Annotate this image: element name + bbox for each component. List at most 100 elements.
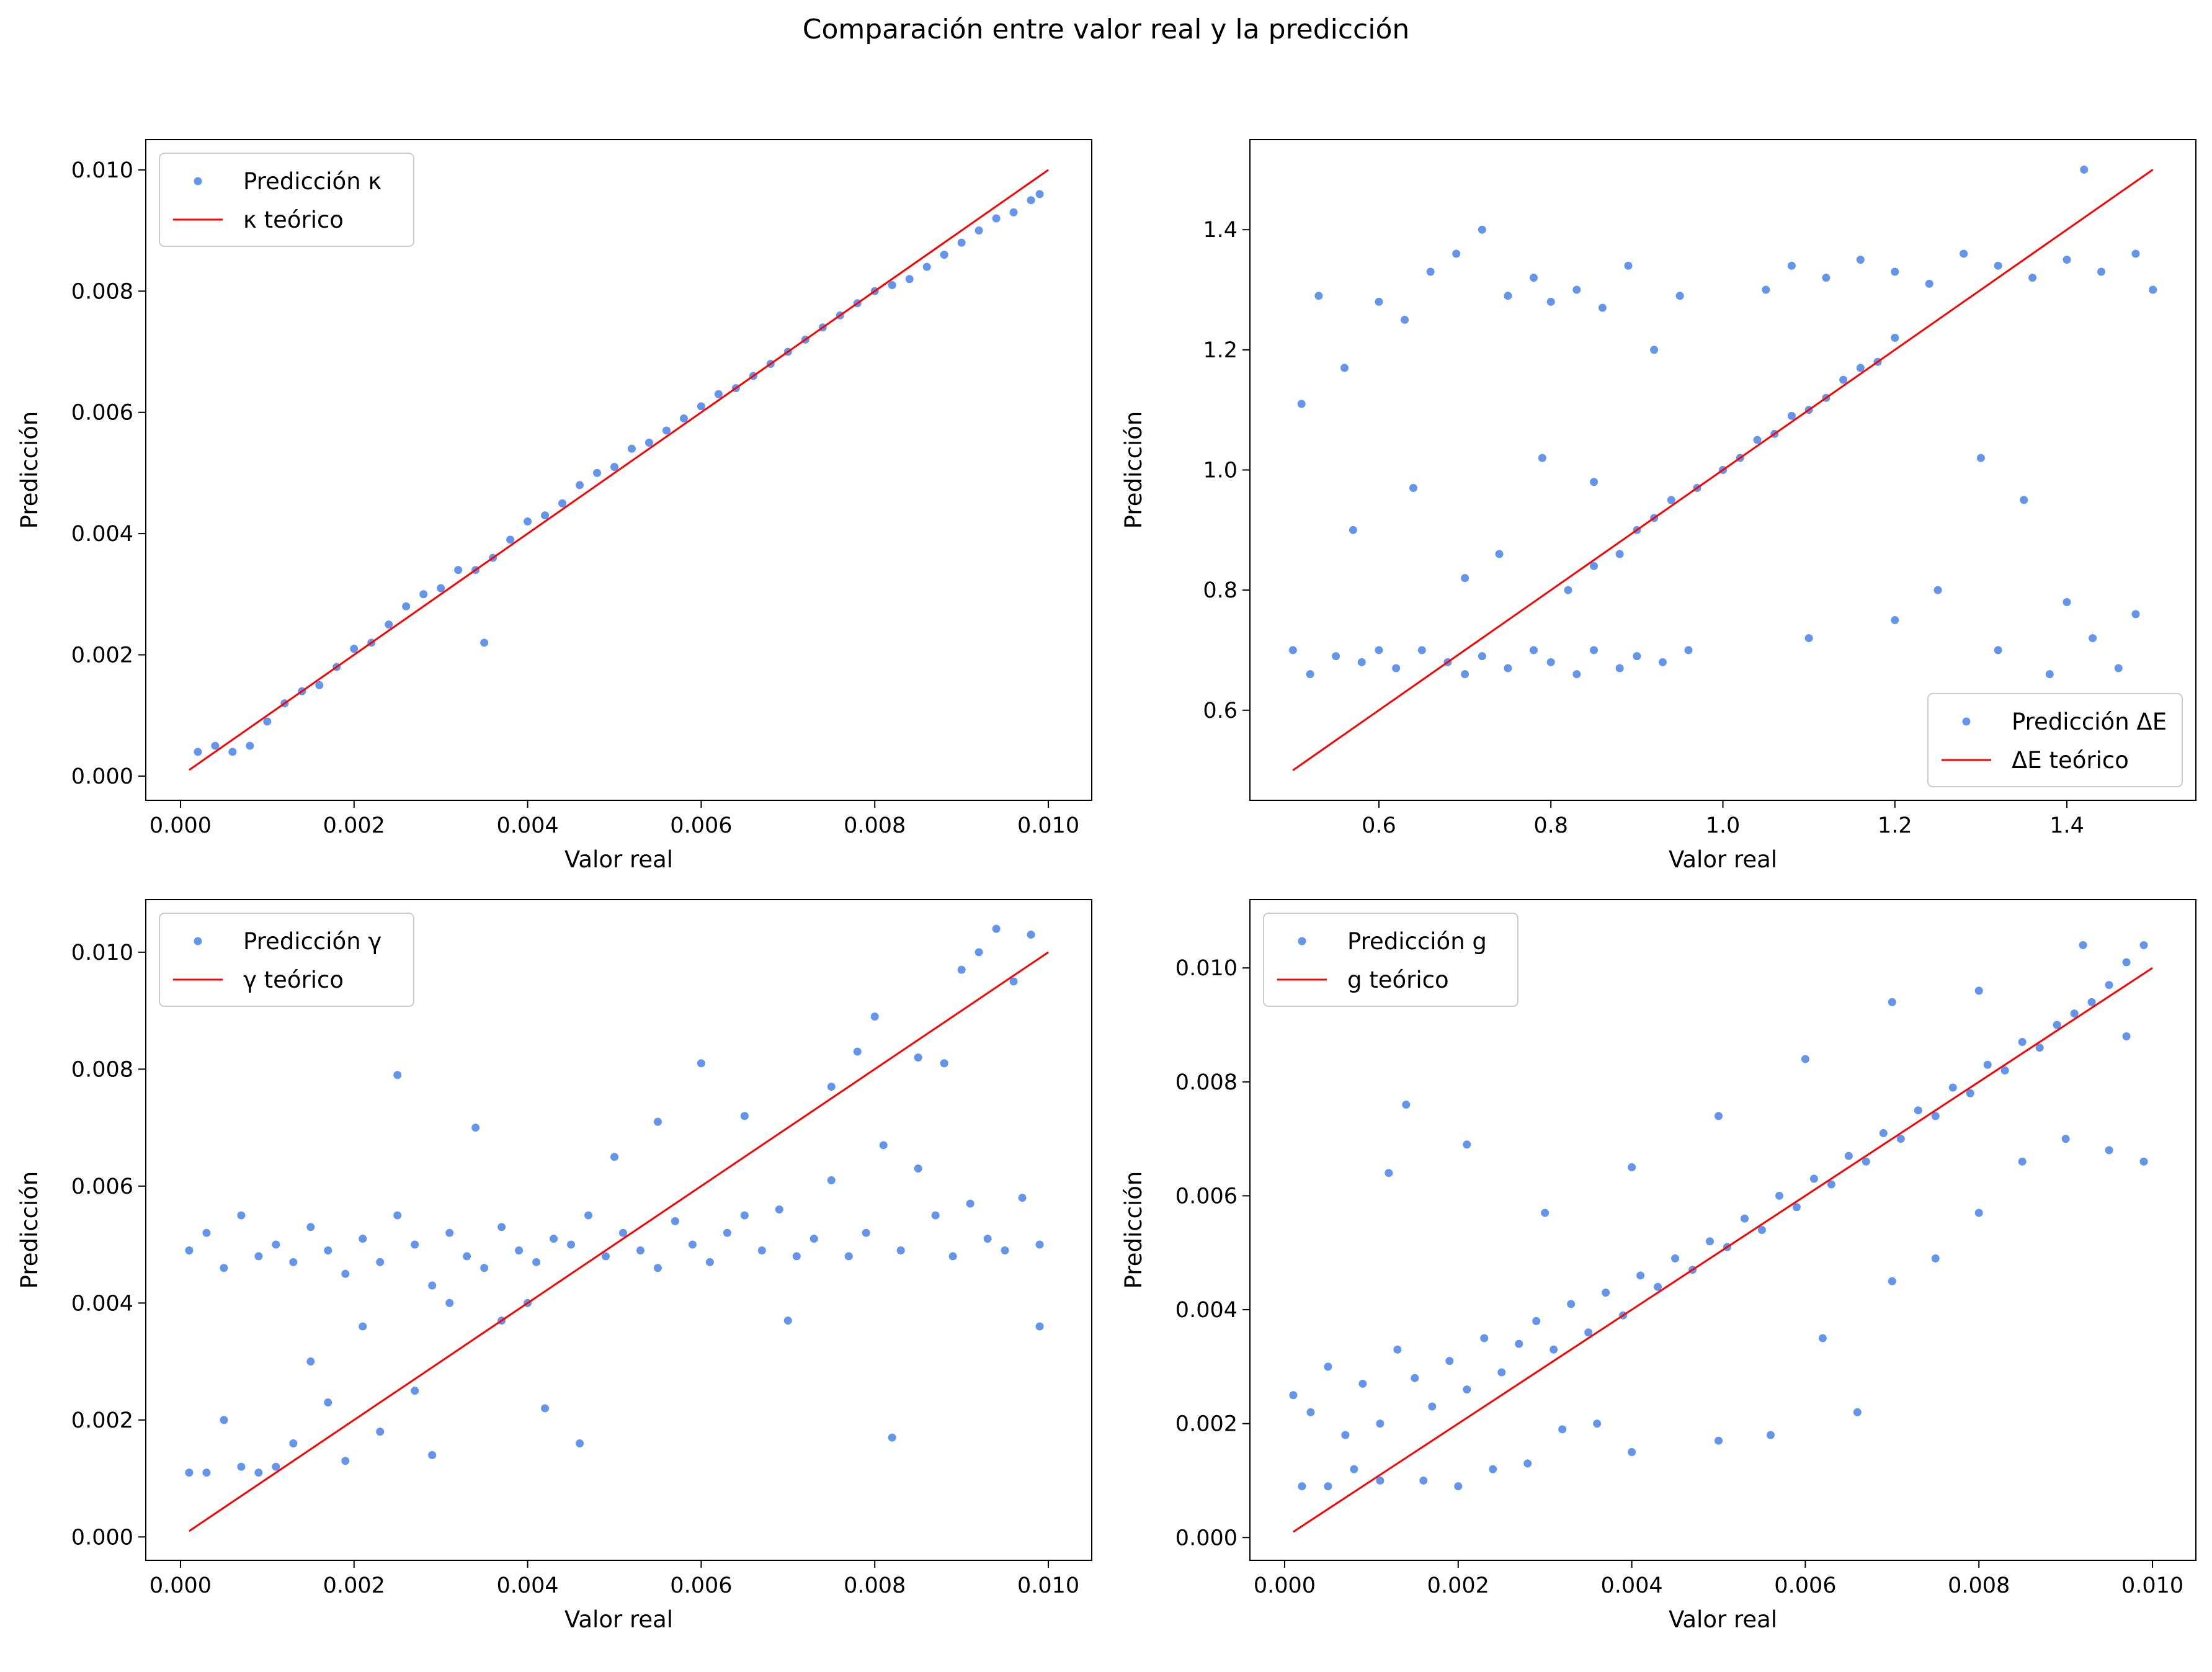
data-point (957, 238, 966, 247)
data-point (1822, 274, 1831, 282)
data-point (2018, 1038, 2027, 1047)
data-point (2061, 1135, 2070, 1143)
y-tick-label: 0.000 (1175, 1526, 1238, 1550)
y-tick-label: 0.004 (71, 522, 133, 547)
data-point (254, 1252, 263, 1261)
data-point (272, 1240, 280, 1249)
data-point (1615, 550, 1624, 558)
data-point (2028, 274, 2037, 282)
data-point (428, 1451, 437, 1459)
data-point (1314, 292, 1323, 300)
data-point (541, 1404, 550, 1413)
data-point (2020, 496, 2028, 504)
data-point (411, 1240, 419, 1249)
data-point (1994, 646, 2002, 655)
y-tick-label: 0.006 (1175, 1184, 1238, 1209)
data-point (1478, 225, 1486, 234)
data-point (1035, 190, 1044, 199)
data-point (1550, 1345, 1558, 1354)
y-tick-label: 0.002 (1175, 1412, 1238, 1437)
data-point (1633, 652, 1641, 661)
data-point (1298, 1482, 1306, 1491)
legend-box (159, 913, 414, 1007)
data-point (1628, 1163, 1636, 1172)
data-point (1035, 1322, 1044, 1331)
x-tick-label: 0.6 (1362, 813, 1396, 838)
data-point (1461, 574, 1469, 583)
data-point (1546, 297, 1555, 306)
x-tick-label: 0.006 (670, 813, 732, 838)
data-point (948, 1252, 957, 1261)
data-point (1853, 1408, 1862, 1416)
data-point (254, 1469, 263, 1477)
data-point (1297, 400, 1306, 408)
data-point (1974, 1209, 1983, 1217)
data-point (1650, 346, 1659, 354)
y-axis-label: Predicción (1120, 411, 1147, 529)
data-point (246, 741, 254, 750)
data-point (1590, 561, 1599, 570)
data-point (1375, 646, 1383, 655)
data-point (437, 584, 445, 592)
data-point (602, 1252, 610, 1261)
data-point (1753, 436, 1762, 444)
data-point (1523, 1459, 1532, 1468)
data-point (497, 1223, 506, 1232)
data-point (1376, 1476, 1385, 1485)
data-point (1862, 1157, 1870, 1166)
data-point (2070, 1009, 2079, 1018)
data-point (1558, 1425, 1567, 1434)
data-point (1931, 1254, 1940, 1263)
data-point (992, 924, 1001, 933)
data-point (541, 511, 550, 520)
data-point (532, 1258, 541, 1266)
data-point (550, 1235, 558, 1243)
data-point (1757, 1226, 1766, 1234)
y-tick-label: 0.010 (71, 158, 133, 183)
data-point (1306, 670, 1314, 679)
data-point (2063, 598, 2071, 606)
x-tick-label: 0.010 (1017, 813, 1079, 838)
data-point (783, 1317, 792, 1325)
data-point (1667, 496, 1675, 504)
y-tick-label: 0.008 (71, 1057, 133, 1082)
data-point (1504, 292, 1512, 300)
x-tick-label: 0.004 (496, 1573, 558, 1598)
y-tick-label: 1.4 (1203, 218, 1238, 243)
data-point (992, 214, 1001, 223)
y-tick-label: 0.004 (71, 1291, 133, 1316)
data-point (1530, 646, 1538, 655)
data-point (350, 645, 359, 653)
data-point (228, 748, 237, 756)
theory-line (1293, 967, 2153, 1533)
data-point (1976, 454, 1985, 462)
data-point (1914, 1106, 1922, 1115)
data-point (463, 1252, 471, 1261)
legend-box (1927, 693, 2183, 787)
data-point (1787, 411, 1796, 420)
data-point (914, 1053, 922, 1062)
data-point (211, 741, 220, 750)
data-point (688, 1240, 697, 1249)
data-point (1385, 1169, 1393, 1178)
legend-label-theory: κ teórico (243, 207, 344, 233)
legend-label-prediction: Predicción κ (243, 168, 381, 195)
x-axis-label: Valor real (1669, 846, 1777, 873)
x-tick-label: 0.008 (1948, 1573, 2010, 1598)
y-tick-label: 0.008 (1175, 1070, 1238, 1095)
x-tick-label: 0.008 (844, 1573, 906, 1598)
data-point (2105, 1146, 2113, 1155)
data-point (1787, 261, 1796, 270)
legend-point-marker (194, 177, 202, 186)
plot-frame (145, 899, 1092, 1561)
data-point (2087, 998, 2096, 1006)
data-point (1463, 1140, 1471, 1149)
data-point (428, 1281, 437, 1290)
data-point (627, 444, 636, 453)
data-point (376, 1258, 385, 1266)
data-point (1495, 550, 1504, 558)
data-point (827, 1176, 836, 1184)
legend-label-theory: γ teórico (243, 967, 344, 993)
data-point (1856, 364, 1865, 372)
y-tick-label: 0.010 (71, 941, 133, 965)
